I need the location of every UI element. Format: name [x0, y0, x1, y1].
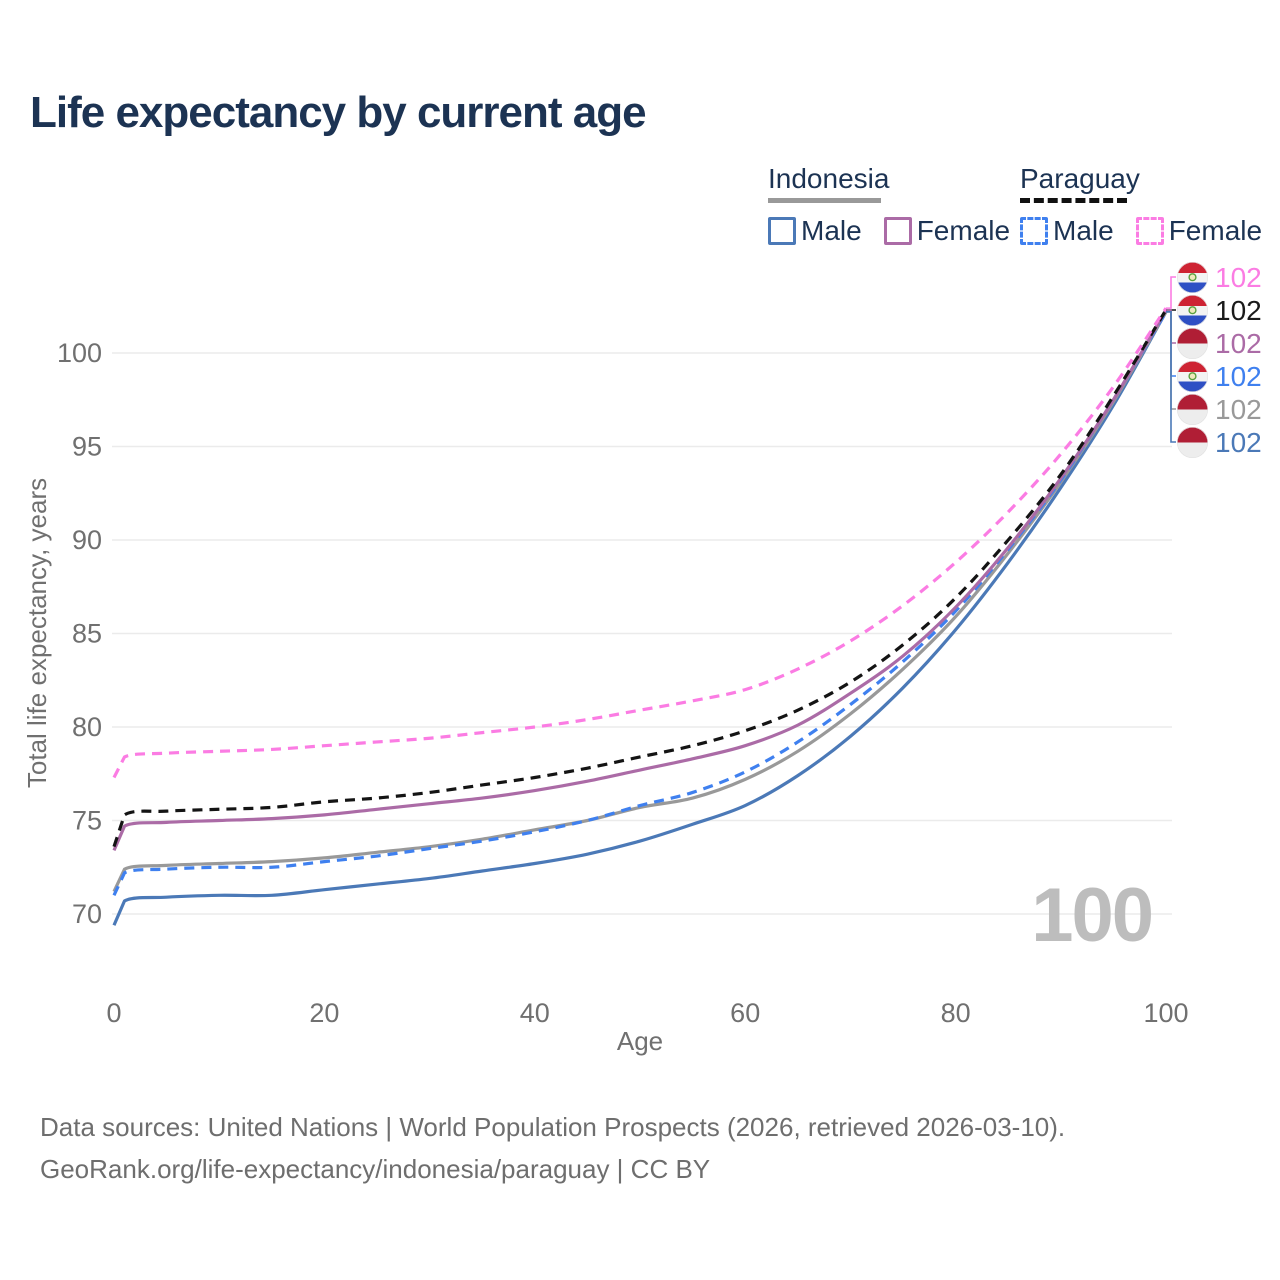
legend-item-label: Female — [1168, 215, 1263, 246]
paraguay-line-style-swatch — [1020, 198, 1127, 203]
end-label-connector — [1166, 276, 1176, 309]
data-sources-text: Data sources: United Nations | World Pop… — [40, 1112, 1066, 1142]
x-tick-label: 0 — [106, 998, 121, 1028]
legend-item-label: Male — [801, 215, 862, 246]
end-label-value: 102 — [1215, 360, 1262, 392]
end-label-row: 102 — [1177, 261, 1262, 293]
footer: Data sources: United Nations | World Pop… — [40, 1106, 1065, 1190]
y-tick-label: 75 — [72, 806, 102, 836]
y-tick-label: 95 — [72, 432, 102, 462]
end-label-value: 102 — [1215, 426, 1262, 458]
indonesia-flag-icon — [1177, 393, 1208, 425]
male-series-swatch — [768, 217, 796, 245]
female-series-swatch — [1135, 217, 1164, 245]
end-label-row: 102 — [1177, 360, 1262, 392]
x-tick-label: 80 — [941, 998, 971, 1028]
series-line-indonesia — [112, 311, 1168, 893]
end-label-row: 102 — [1177, 294, 1262, 326]
end-label-row: 102 — [1177, 327, 1262, 359]
legend-group-paraguay: Paraguay Male Female — [1020, 163, 1262, 247]
series-line-indonesia-male — [112, 311, 1168, 926]
x-axis-title: Age — [617, 1026, 663, 1056]
x-tick-label: 40 — [520, 998, 550, 1028]
end-label-row: 102 — [1177, 426, 1262, 458]
end-label-value: 102 — [1215, 261, 1262, 293]
paraguay-flag-icon — [1177, 261, 1208, 293]
paraguay-flag-icon — [1177, 360, 1208, 392]
y-tick-label: 70 — [72, 899, 102, 929]
y-axis-title: Total life expectancy, years — [22, 478, 52, 788]
legend-item-paraguay-male[interactable]: Male — [1020, 215, 1114, 247]
x-tick-label: 100 — [1143, 998, 1188, 1028]
end-label-value: 102 — [1215, 294, 1262, 326]
indonesia-flag-icon — [1177, 327, 1208, 359]
legend-group-title: Indonesia — [768, 163, 890, 194]
end-label-row: 102 — [1177, 393, 1262, 425]
end-label-value: 102 — [1215, 327, 1262, 359]
y-tick-label: 90 — [72, 525, 102, 555]
legend-item-indonesia-female[interactable]: Female — [883, 215, 1011, 247]
paraguay-flag-icon — [1177, 294, 1208, 326]
legend-group-title: Paraguay — [1020, 163, 1140, 194]
watermark-max-age: 100 — [1031, 873, 1152, 958]
x-tick-label: 20 — [309, 998, 339, 1028]
female-series-swatch — [883, 217, 912, 245]
legend-group-indonesia: Indonesia Male Female — [768, 163, 1010, 247]
y-tick-label: 85 — [72, 619, 102, 649]
legend-item-label: Male — [1053, 215, 1114, 246]
attribution-text: GeoRank.org/life-expectancy/indonesia/pa… — [40, 1154, 711, 1184]
legend-item-paraguay-female[interactable]: Female — [1135, 215, 1263, 247]
male-series-swatch — [1020, 217, 1048, 245]
y-tick-label: 100 — [57, 338, 102, 368]
series-line-paraguay — [112, 309, 1168, 848]
series-line-paraguay-female — [112, 307, 1168, 779]
indonesia-flag-icon — [1177, 426, 1208, 458]
x-tick-label: 60 — [730, 998, 760, 1028]
legend-item-indonesia-male[interactable]: Male — [768, 215, 862, 247]
series-line-indonesia-female — [112, 309, 1168, 852]
page-title: Life expectancy by current age — [30, 88, 647, 137]
end-label-value: 102 — [1215, 393, 1262, 425]
y-tick-label: 80 — [72, 712, 102, 742]
end-label-connector — [1166, 311, 1176, 443]
indonesia-line-style-swatch — [768, 198, 881, 203]
legend-item-label: Female — [916, 215, 1011, 246]
